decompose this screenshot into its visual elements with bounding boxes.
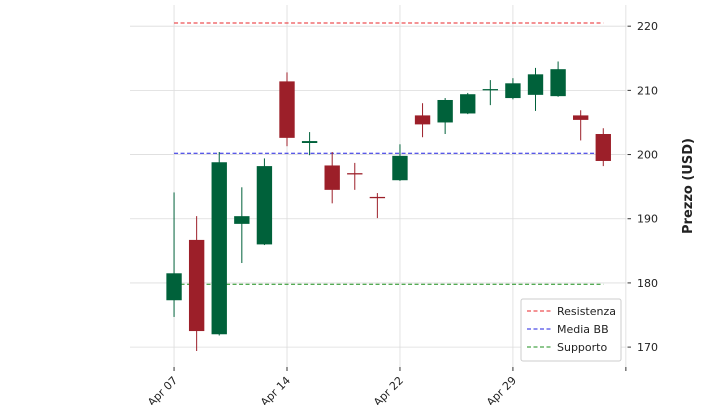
candle-body: [279, 81, 295, 138]
candle-body: [573, 115, 589, 120]
x-tick-label: Apr 14: [258, 374, 293, 405]
candle-body: [256, 166, 273, 245]
y-tick-label: 170: [637, 341, 658, 354]
legend-label: Media BB: [557, 323, 609, 336]
candle-body: [482, 89, 499, 91]
legend-label: Supporto: [557, 341, 607, 354]
legend: Resistenza Media BB Supporto: [520, 298, 622, 362]
candle-body: [166, 273, 182, 301]
candle-body: [460, 94, 476, 114]
candle-body: [301, 141, 318, 143]
y-tick-label: 220: [637, 20, 658, 33]
x-tick-label: Apr 07: [145, 374, 180, 405]
candle-body: [369, 196, 386, 199]
legend-label: Resistenza: [557, 305, 616, 318]
candle-body: [527, 74, 544, 95]
candle-body: [324, 165, 340, 190]
candle-body: [347, 173, 363, 175]
candle-body: [414, 115, 431, 125]
candle-body: [505, 83, 521, 99]
y-tick-label: 180: [637, 277, 658, 290]
y-tick-label: 200: [637, 149, 658, 162]
x-tick-label: Apr 22: [371, 374, 406, 405]
candle-body: [550, 69, 566, 97]
candle-body: [234, 216, 250, 224]
x-tick-label: Apr 29: [484, 374, 519, 405]
y-tick-label: 210: [637, 84, 658, 97]
candle-body: [392, 155, 408, 181]
legend-box: [520, 298, 622, 362]
candle-body: [188, 239, 205, 332]
y-tick-label: 190: [637, 213, 658, 226]
y-axis-label: Prezzo (USD): [681, 138, 696, 234]
candle-body: [595, 134, 611, 161]
candle-body: [437, 99, 453, 123]
candle-body: [211, 162, 227, 335]
